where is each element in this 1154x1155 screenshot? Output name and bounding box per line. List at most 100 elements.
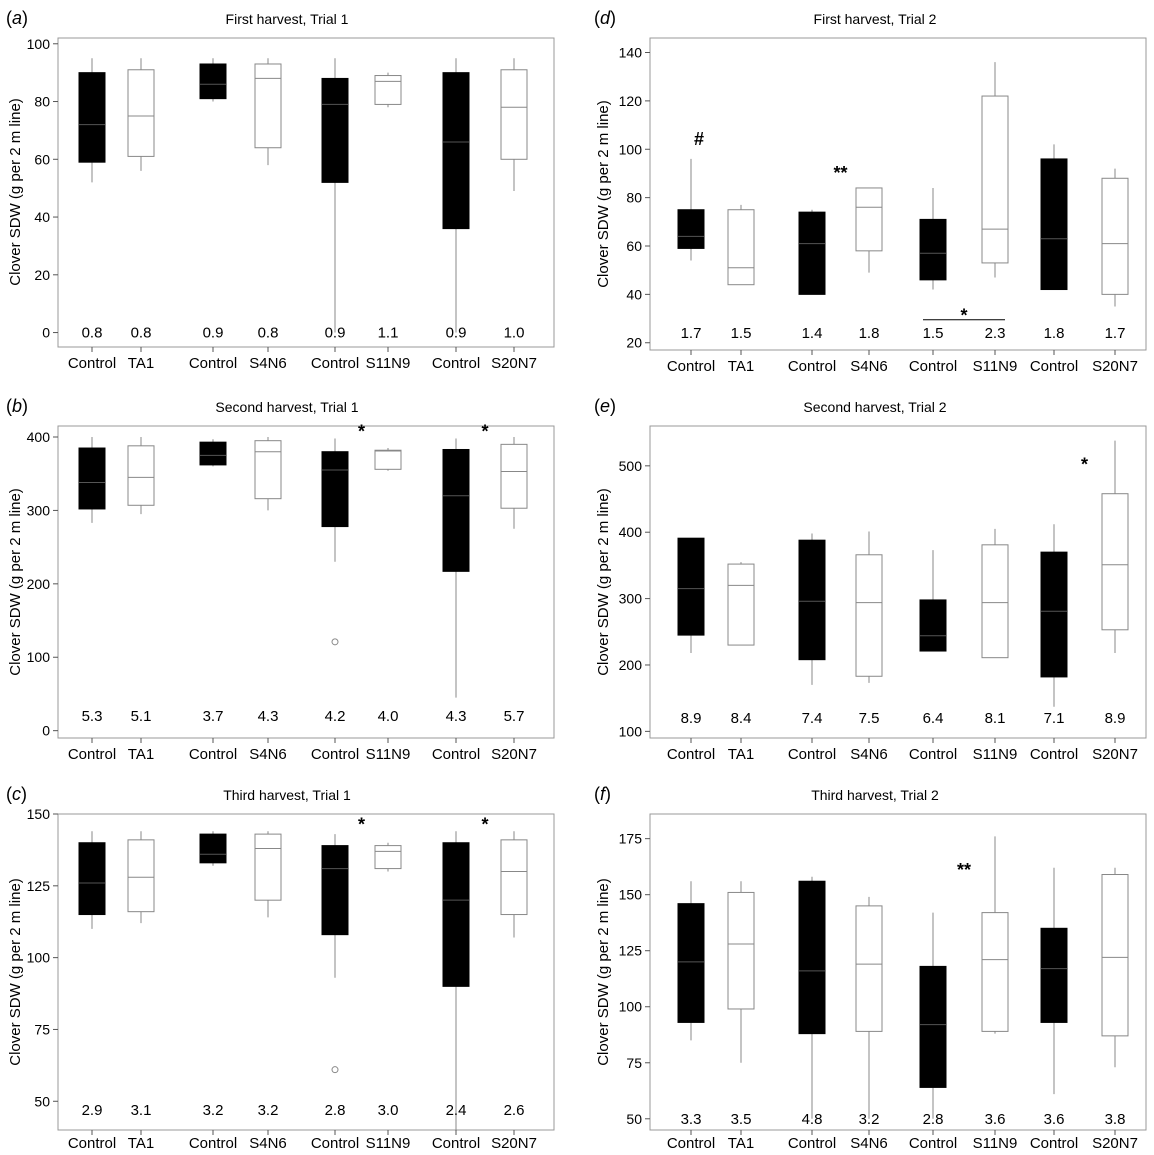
box-5 bbox=[981, 836, 1009, 1034]
ratio-label: 8.9 bbox=[681, 710, 702, 727]
box-5 bbox=[374, 842, 402, 872]
panel-letter: (b) bbox=[6, 396, 28, 416]
box-0 bbox=[677, 881, 705, 1041]
box-7 bbox=[1101, 440, 1129, 654]
panel-d: (d) First harvest, Trial 2 Clover SDW (g p… bbox=[594, 8, 1147, 375]
ratio-label: 7.4 bbox=[802, 710, 823, 727]
ratio-label: 1.7 bbox=[681, 325, 702, 342]
category-label: Control bbox=[1030, 746, 1078, 763]
y-axis-label: Clover SDW (g per 2 m line) bbox=[7, 488, 24, 676]
panel-f: (f) Third harvest, Trial 2 Clover SDW (g p… bbox=[594, 784, 1147, 1152]
y-tick-label: 40 bbox=[626, 286, 642, 302]
box-1 bbox=[127, 58, 155, 171]
ratio-label: 7.1 bbox=[1044, 710, 1065, 727]
ratio-label: 5.3 bbox=[82, 708, 103, 725]
box-5 bbox=[374, 448, 402, 471]
ratio-label: 3.6 bbox=[1044, 1111, 1065, 1128]
ratio-label: 5.7 bbox=[504, 708, 525, 725]
box-iqr bbox=[919, 218, 947, 281]
ratio-label: 1.7 bbox=[1105, 325, 1126, 342]
category-label: TA1 bbox=[728, 746, 754, 763]
box-1 bbox=[127, 437, 155, 515]
ratio-label: 1.1 bbox=[378, 325, 399, 342]
ratio-label: 4.3 bbox=[258, 708, 279, 725]
category-label: Control bbox=[667, 1135, 715, 1152]
box-iqr bbox=[374, 845, 402, 870]
ratio-label: 3.1 bbox=[131, 1102, 152, 1119]
y-tick-label: 120 bbox=[619, 93, 643, 109]
panel-b: (b) Second harvest, Trial 1 Clover SDW (g … bbox=[6, 396, 555, 763]
significance-mark: * bbox=[358, 815, 365, 835]
box-7 bbox=[500, 437, 528, 529]
y-tick-label: 20 bbox=[34, 267, 50, 283]
box-iqr bbox=[855, 905, 883, 1032]
ratio-label: 1.8 bbox=[859, 325, 880, 342]
ratio-label: 7.5 bbox=[859, 710, 880, 727]
box-0 bbox=[78, 437, 106, 523]
box-3 bbox=[855, 896, 883, 1119]
category-label: Control bbox=[432, 1135, 480, 1152]
panel-c: (c) Third harvest, Trial 1 Clover SDW (g p… bbox=[6, 784, 555, 1152]
ratio-label: 4.3 bbox=[446, 708, 467, 725]
category-label: Control bbox=[909, 746, 957, 763]
box-4 bbox=[919, 187, 947, 290]
category-label: Control bbox=[788, 358, 836, 375]
y-tick-label: 40 bbox=[34, 209, 50, 225]
category-label: S11N9 bbox=[973, 746, 1018, 763]
category-label: TA1 bbox=[128, 746, 154, 763]
panel-letter: (f) bbox=[594, 784, 611, 804]
y-tick-label: 20 bbox=[626, 335, 642, 351]
category-label: TA1 bbox=[128, 355, 154, 372]
category-label: Control bbox=[432, 355, 480, 372]
box-5 bbox=[981, 528, 1009, 659]
category-label: S4N6 bbox=[249, 1135, 287, 1152]
panel-letter: (c) bbox=[6, 784, 27, 804]
significance-mark: * bbox=[960, 306, 967, 326]
box-iqr bbox=[500, 839, 528, 916]
box-iqr bbox=[1040, 551, 1068, 678]
ratio-label: 1.5 bbox=[923, 325, 944, 342]
box-6 bbox=[1040, 524, 1068, 707]
y-tick-label: 80 bbox=[34, 94, 50, 110]
category-label: Control bbox=[788, 1135, 836, 1152]
ratio-label: 8.1 bbox=[985, 710, 1006, 727]
y-tick-label: 500 bbox=[619, 458, 643, 474]
ratio-label: 1.5 bbox=[731, 325, 752, 342]
ratio-label: 0.9 bbox=[203, 325, 224, 342]
box-2 bbox=[199, 58, 227, 102]
ratio-label: 2.6 bbox=[504, 1102, 525, 1119]
y-tick-label: 100 bbox=[27, 950, 51, 966]
panel-e: (e) Second harvest, Trial 2 Clover SDW (g … bbox=[594, 396, 1147, 763]
panel-a: (a) First harvest, Trial 1 Clover SDW (g p… bbox=[6, 8, 555, 372]
category-label: Control bbox=[311, 746, 359, 763]
box-iqr bbox=[199, 833, 227, 864]
y-tick-label: 50 bbox=[626, 1111, 642, 1127]
box-iqr bbox=[127, 69, 155, 157]
significance-mark: ** bbox=[957, 860, 971, 880]
category-label: Control bbox=[788, 746, 836, 763]
category-label: S20N7 bbox=[1092, 358, 1138, 375]
box-7 bbox=[1101, 867, 1129, 1068]
box-iqr bbox=[919, 599, 947, 652]
y-tick-label: 150 bbox=[619, 887, 643, 903]
category-label: S11N9 bbox=[366, 1135, 411, 1152]
category-label: Control bbox=[68, 355, 116, 372]
box-5 bbox=[981, 62, 1009, 278]
box-1 bbox=[727, 881, 755, 1063]
ratio-label: 2.9 bbox=[82, 1102, 103, 1119]
y-tick-label: 125 bbox=[27, 878, 51, 894]
y-tick-label: 0 bbox=[42, 325, 50, 341]
y-axis-label: Clover SDW (g per 2 m line) bbox=[7, 878, 24, 1066]
y-tick-label: 60 bbox=[34, 151, 50, 167]
category-label: S4N6 bbox=[249, 746, 287, 763]
box-7 bbox=[500, 58, 528, 192]
category-label: S4N6 bbox=[850, 1135, 888, 1152]
box-iqr bbox=[677, 903, 705, 1023]
y-tick-label: 150 bbox=[27, 806, 51, 822]
box-0 bbox=[78, 58, 106, 183]
box-5 bbox=[374, 72, 402, 108]
box-0 bbox=[78, 831, 106, 929]
category-label: S11N9 bbox=[973, 1135, 1018, 1152]
plot-frame bbox=[57, 813, 555, 1131]
box-iqr bbox=[321, 845, 349, 936]
